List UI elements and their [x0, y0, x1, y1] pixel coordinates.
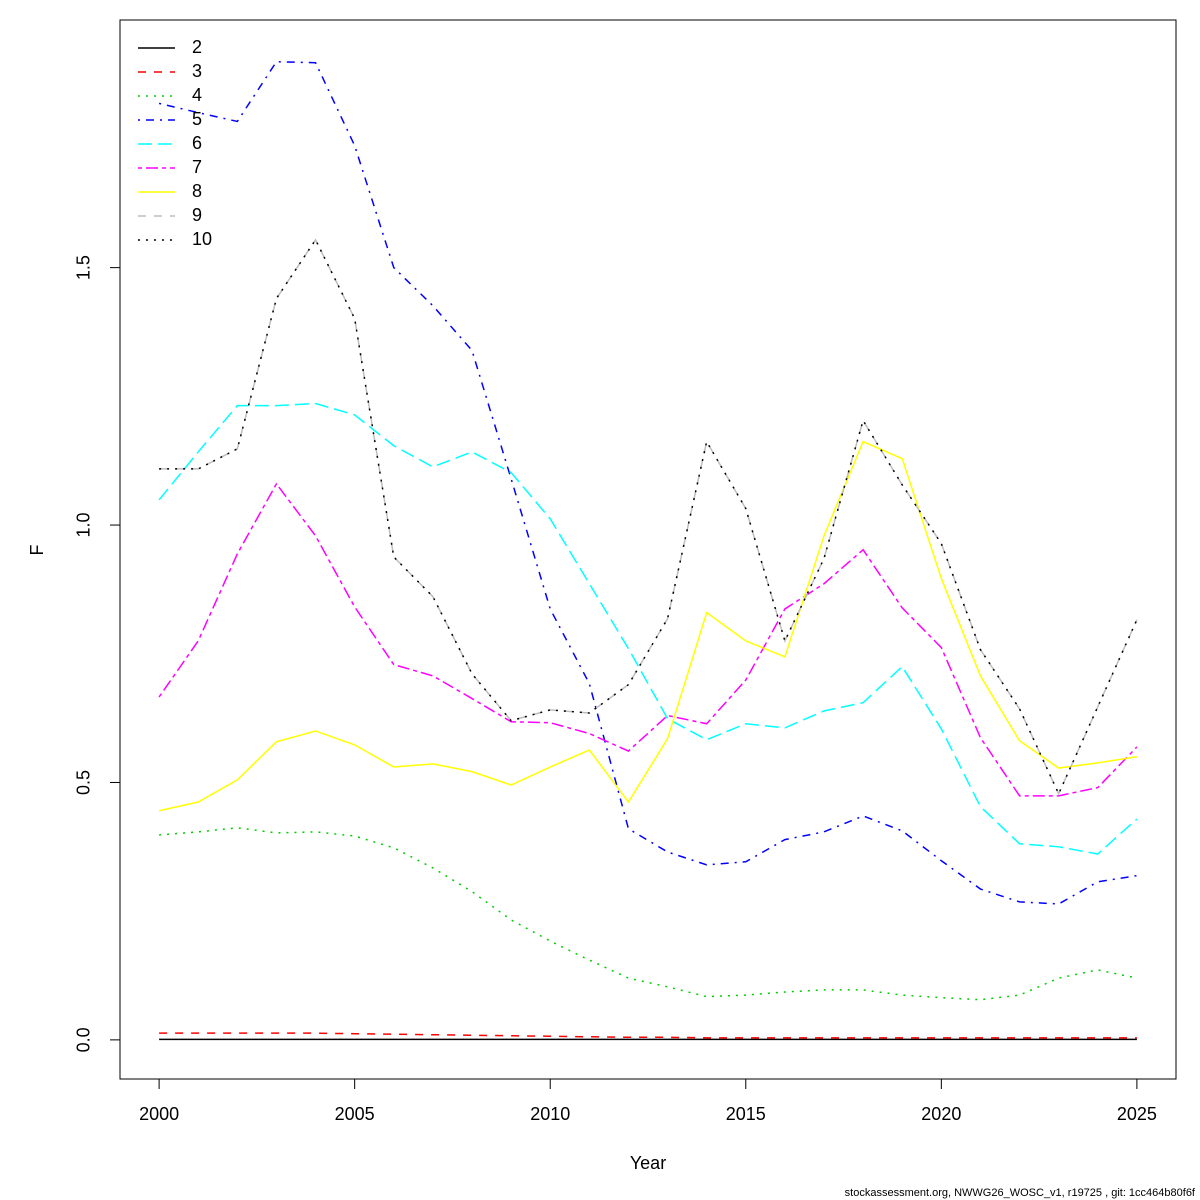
x-axis-label: Year [630, 1153, 666, 1173]
y-axis-label: F [27, 545, 47, 556]
legend-label: 2 [192, 37, 202, 57]
y-tick-label: 1.5 [74, 255, 94, 280]
legend-label: 5 [192, 109, 202, 129]
plot-frame [119, 19, 1177, 1080]
x-tick-label: 2000 [139, 1104, 179, 1124]
x-tick-label: 2005 [335, 1104, 375, 1124]
footer: stockassessment.org, NWWG26_WOSC_v1, r19… [845, 1187, 1196, 1199]
legend-label: 10 [192, 229, 212, 249]
series-line [158, 60, 1138, 905]
legend-label: 4 [192, 85, 202, 105]
series-line [159, 827, 1138, 1001]
series-line [158, 440, 1138, 812]
series-line [158, 402, 1138, 855]
x-tick-label: 2020 [921, 1104, 961, 1124]
series-line [159, 238, 1138, 796]
x-tick-label: 2010 [530, 1104, 570, 1124]
y-tick-label: 0.5 [74, 770, 94, 795]
legend-label: 3 [192, 61, 202, 81]
legend-label: 8 [192, 181, 202, 201]
series-line [158, 482, 1138, 797]
legend-label: 6 [192, 133, 202, 153]
legend-label: 9 [192, 205, 202, 225]
y-tick-label: 0.0 [74, 1027, 94, 1052]
x-tick-label: 2015 [726, 1104, 766, 1124]
series-line [159, 238, 1138, 796]
legend-label: 7 [192, 157, 202, 177]
y-tick-label: 1.0 [74, 513, 94, 538]
series-line [159, 1032, 1137, 1039]
x-tick-label: 2025 [1117, 1104, 1157, 1124]
